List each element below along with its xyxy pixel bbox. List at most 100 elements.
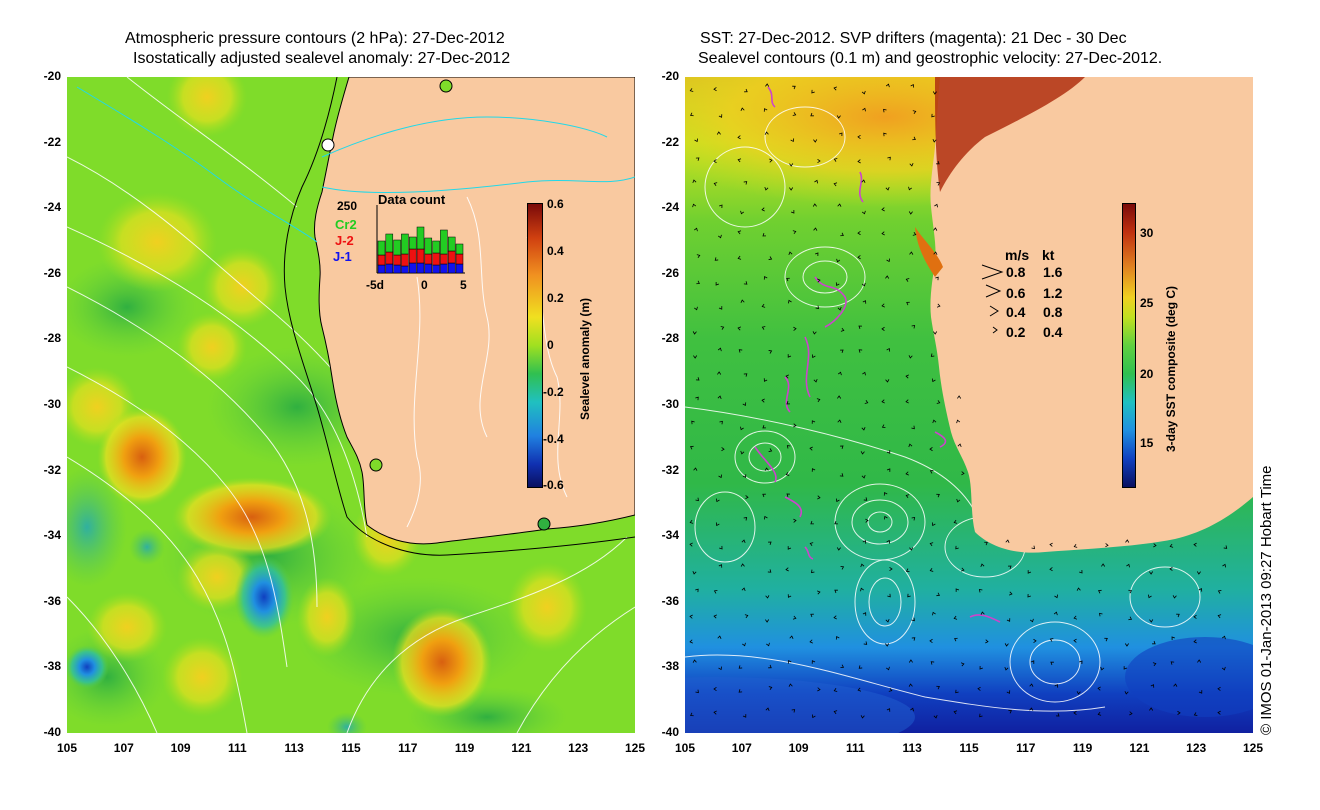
velocity-arrow <box>956 498 961 503</box>
left-cb-tick-minus0.4: -0.4 <box>543 432 564 446</box>
velocity-arrow <box>715 522 720 527</box>
velocity-arrow <box>689 542 693 547</box>
velocity-arrow <box>886 450 891 454</box>
velocity-arrow <box>960 567 965 572</box>
left-xticks-tick-121: 121 <box>511 741 532 755</box>
left-xticks-tick-113: 113 <box>284 741 304 755</box>
velocity-arrow <box>930 661 935 665</box>
velocity-arrow <box>909 251 914 255</box>
velocity-arrow <box>786 400 790 405</box>
right-map-svg <box>685 77 1253 733</box>
right-xticks-tick-113: 113 <box>902 741 922 755</box>
velocity-arrow <box>811 354 816 359</box>
left-yticks-tick--38: -38 <box>43 659 61 674</box>
velocity-arrow <box>1105 543 1109 548</box>
velocity-arrow <box>695 377 700 381</box>
data-count-bar <box>385 251 394 265</box>
velocity-arrow <box>933 227 938 231</box>
velocity-arrow <box>885 275 890 279</box>
velocity-arrow <box>909 547 914 551</box>
velocity-arrow <box>738 689 743 693</box>
velocity-arrow <box>692 179 697 184</box>
velocity-arrow <box>865 518 869 523</box>
velocity-arrow <box>1148 594 1152 599</box>
velocity-arrow <box>793 518 797 523</box>
data-count-bar <box>447 236 456 252</box>
left-yticks-tick--28: -28 <box>43 331 61 346</box>
velocity-arrow <box>905 471 909 476</box>
velocity-arrow <box>1033 638 1037 643</box>
velocity-arrow <box>837 395 842 399</box>
velocity-arrow <box>840 565 845 570</box>
velocity-arrow <box>1030 660 1035 664</box>
velocity-arrow <box>743 373 748 377</box>
right-yticks-tick--36: -36 <box>661 593 679 608</box>
right-xticks-tick-115: 115 <box>959 741 979 755</box>
velocity-arrow <box>886 347 891 352</box>
velocity-arrow <box>1029 707 1034 711</box>
right-xticks-tick-107: 107 <box>731 741 752 755</box>
velocity-arrow <box>936 303 941 308</box>
velocity-arrow <box>977 686 981 691</box>
velocity-arrow <box>935 276 939 281</box>
velocity-arrow <box>811 89 815 94</box>
velocity-arrow <box>885 186 890 191</box>
velocity-arrow <box>930 353 935 357</box>
right-yticks-tick--24: -24 <box>661 200 679 215</box>
data-count-bar <box>447 250 456 264</box>
velocity-arrow <box>719 420 723 425</box>
velocity-arrow <box>860 451 865 455</box>
data-count-bar <box>440 263 448 274</box>
velocity-arrow <box>1217 686 1221 691</box>
velocity-arrow <box>810 520 814 525</box>
data-count-max: 250 <box>337 199 358 213</box>
data-count-bar <box>432 264 440 274</box>
velocity-arrow <box>1073 615 1078 620</box>
velocity-arrow <box>960 662 965 667</box>
data-count-bar <box>447 262 456 274</box>
velocity-arrow <box>936 160 940 165</box>
velocity-arrow <box>717 234 722 239</box>
velocity-arrow <box>693 467 698 471</box>
velocity-arrow <box>837 371 842 376</box>
data-count-bar <box>408 262 417 274</box>
velocity-arrow <box>857 255 861 260</box>
velocity-arrow <box>1197 659 1202 663</box>
velocity-arrow <box>719 204 723 209</box>
velocity-arrow <box>788 251 793 256</box>
velocity-arrow <box>861 90 866 95</box>
left-cb-tick-0.2: 0.2 <box>547 291 564 305</box>
left-colorbar-label: Sealevel anomaly (m) <box>578 297 592 420</box>
velocity-arrow <box>713 590 718 594</box>
velocity-arrow <box>1153 543 1157 548</box>
velocity-arrow <box>762 493 766 498</box>
velocity-arrow <box>809 542 814 547</box>
right-title-line2: Sealevel contours (0.1 m) and geostrophi… <box>698 50 1163 67</box>
velocity-arrow <box>737 255 742 260</box>
data-count-bar <box>401 265 409 274</box>
right-xticks-tick-105: 105 <box>674 741 696 755</box>
velocity-arrow <box>1049 542 1053 547</box>
velocity-arrow <box>835 498 840 503</box>
velocity-arrow <box>809 639 813 644</box>
velocity-arrow <box>886 539 891 544</box>
velocity-arrow <box>861 210 866 215</box>
velocity-arrow <box>761 326 766 330</box>
velocity-arrow <box>768 256 773 260</box>
velocity-arrow <box>886 708 891 712</box>
velocity-arrow <box>984 541 988 546</box>
velocity-arrow <box>1079 569 1083 574</box>
data-count-bar <box>455 253 464 265</box>
velocity-arrow <box>1196 571 1201 575</box>
velocity-arrow <box>905 568 910 573</box>
velocity-arrow <box>885 83 890 88</box>
velocity-arrow <box>742 474 747 478</box>
velocity-arrow <box>1126 563 1130 568</box>
velocity-arrow <box>691 420 695 425</box>
left-cb-tick-minus0.2: -0.2 <box>543 385 564 399</box>
velocity-arrow <box>740 426 744 431</box>
velocity-arrow <box>1097 711 1102 716</box>
velocity-arrow <box>742 402 747 406</box>
velocity-arrow <box>745 495 749 500</box>
velocity-arrow <box>715 282 720 286</box>
